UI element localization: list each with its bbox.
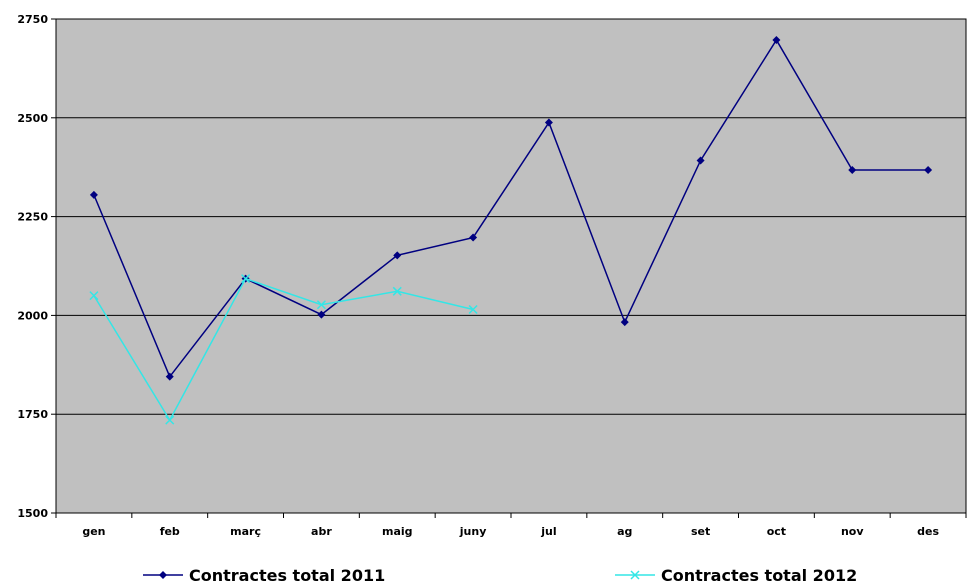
x-tick-label: feb [160,525,180,538]
x-tick-label: ag [617,525,632,538]
x-tick-label: nov [841,525,864,538]
y-tick-label: 2750 [17,13,48,26]
data-point [696,156,705,165]
data-point [544,118,553,127]
series-line [93,38,929,379]
x-tick-label: oct [767,525,786,538]
data-point [317,310,326,319]
data-point [241,274,251,284]
x-tick-label: jul [540,525,556,538]
data-point [392,286,402,296]
x-tick-label: des [917,525,939,538]
legend-item-2011: Contractes total 2011 [143,564,385,586]
legend-marker-2011 [143,571,183,579]
legend-item-2012: Contractes total 2012 [615,564,857,586]
series-group [89,35,933,425]
data-point [772,35,781,44]
data-point [848,165,857,174]
data-point [393,251,402,260]
x-tick-label: març [230,525,261,538]
legend-marker-2012 [615,570,655,580]
data-point [316,300,326,310]
y-tick-label: 1750 [17,408,48,421]
series-line [93,277,474,422]
x-axis-ticks [55,513,967,518]
data-point [620,318,629,327]
legend-label-2011: Contractes total 2011 [189,565,386,585]
data-point [165,415,175,425]
y-tick-label: 2500 [17,112,48,125]
x-tick-label: set [691,525,710,538]
data-point [468,304,478,315]
data-point [469,233,478,242]
x-tick-label: juny [459,525,487,538]
plot-area [55,18,967,514]
data-point [924,165,933,174]
gridlines [51,18,966,514]
series-1 [89,274,478,425]
legend-label-2012: Contractes total 2012 [661,565,858,585]
y-tick-label: 2000 [17,309,48,322]
data-point [89,190,98,199]
data-point [165,372,174,381]
x-axis-labels: gen feb març abr maig juny jul ag set oct nov des [82,525,939,538]
x-tick-label: maig [382,525,413,538]
x-tick-label: gen [82,525,105,538]
y-axis-labels: 1500 1750 2000 2250 2500 2750 [17,13,48,520]
data-point [89,291,99,301]
y-tick-label: 2250 [17,211,48,224]
y-tick-label: 1500 [17,507,48,520]
x-tick-label: abr [311,525,332,538]
